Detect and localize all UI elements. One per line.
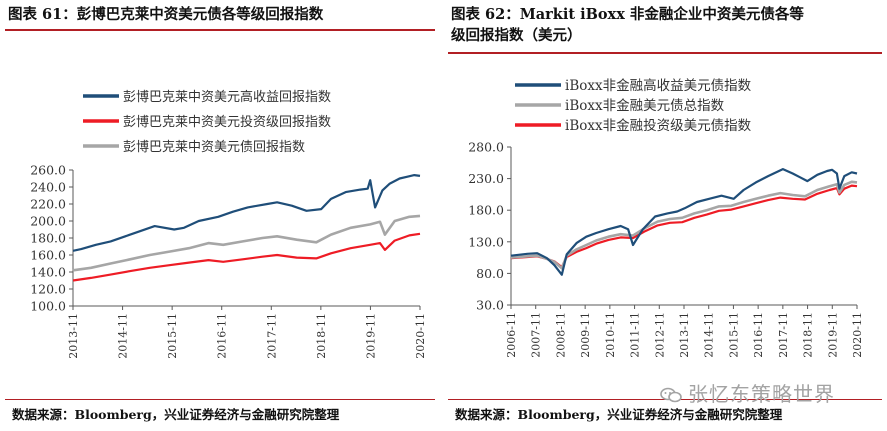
left-chart-legend-label: 彭博巴克莱中资美元高收益回报指数 bbox=[123, 89, 331, 105]
right-title-rule bbox=[448, 52, 882, 54]
right-chart-y-tick-label: 180.0 bbox=[468, 203, 504, 218]
left-chart-y-tick-label: 220.0 bbox=[30, 197, 66, 212]
right-chart-series-line bbox=[510, 168, 858, 276]
left-title-rule bbox=[5, 29, 435, 31]
right-chart-y-tick-label: 130.0 bbox=[468, 234, 504, 249]
left-chart-legend-label: 彭博巴克莱中资美元债回报指数 bbox=[123, 140, 305, 155]
wechat-icon bbox=[660, 384, 682, 403]
left-source-rule bbox=[5, 399, 435, 400]
left-chart-y-tick-label: 120.0 bbox=[30, 282, 66, 297]
right-chart-legend-label: iBoxx非金融美元债总指数 bbox=[565, 98, 725, 114]
left-chart-series-line bbox=[72, 174, 421, 252]
left-chart-x-tick-label: 2020-11 bbox=[414, 313, 427, 359]
watermark-text: 张忆东策略世界 bbox=[688, 382, 835, 406]
left-chart-y-tick-label: 260.0 bbox=[30, 163, 66, 178]
right-chart-x-tick-label: 2020-11 bbox=[851, 312, 864, 358]
right-chart-x-tick-label: 2014-11 bbox=[703, 312, 716, 358]
right-chart-series-line bbox=[510, 184, 858, 269]
left-chart-y-tick-label: 140.0 bbox=[30, 265, 66, 280]
right-chart-x-tick-label: 2010-11 bbox=[604, 312, 617, 358]
left-chart: 260.0 240.0 220.0 200.0 180.0 160.0 140.0 120.0… bbox=[30, 89, 427, 359]
right-chart-y-tick-label: 280.0 bbox=[468, 140, 504, 155]
left-source-note: 数据来源：Bloomberg，兴业证券经济与金融研究院整理 bbox=[12, 407, 340, 422]
right-source-note: 数据来源：Bloomberg，兴业证券经济与金融研究院整理 bbox=[455, 407, 783, 422]
right-chart-x-tick-label: 2013-11 bbox=[678, 312, 691, 358]
left-chart-y-tick-label: 180.0 bbox=[30, 231, 66, 246]
left-chart-x-tick-label: 2016-11 bbox=[216, 313, 229, 359]
left-chart-series-line bbox=[72, 214, 421, 272]
right-chart-x-tick-label: 2008-11 bbox=[554, 312, 567, 358]
right-chart-x-tick-label: 2012-11 bbox=[653, 312, 666, 358]
watermark: 张忆东策略世界 bbox=[660, 378, 835, 407]
right-figure-title-line-2: 级回报指数（美元） bbox=[451, 27, 582, 44]
right-chart-y-tick-label: 230.0 bbox=[468, 171, 504, 186]
right-chart-y-tick-label: 80.0 bbox=[476, 266, 504, 281]
right-chart-x-tick-label: 2009-11 bbox=[579, 312, 592, 358]
right-chart-legend-label: iBoxx非金融投资级美元债指数 bbox=[565, 118, 752, 134]
right-chart-legend-label: iBoxx非金融高收益美元债指数 bbox=[565, 77, 752, 94]
right-chart-x-tick-label: 2018-11 bbox=[802, 312, 815, 358]
left-chart-legend-label: 彭博巴克莱中资美元投资级回报指数 bbox=[123, 114, 331, 130]
right-chart-x-tick-label: 2011-11 bbox=[629, 312, 642, 358]
left-figure-title: 图表 61：彭博巴克莱中资美元债各等级回报指数 bbox=[8, 6, 324, 23]
left-figure: 图表 61：彭博巴克莱中资美元债各等级回报指数 260.0 240.0 220.0 2… bbox=[0, 0, 443, 431]
left-chart-x-tick-label: 2018-11 bbox=[315, 313, 328, 359]
right-figure-title-line-1: 图表 62：Markit iBoxx 非金融企业中资美元债各等 bbox=[451, 6, 804, 23]
right-chart-y-tick-label: 30.0 bbox=[476, 298, 504, 313]
left-chart-series-line bbox=[72, 232, 421, 282]
left-chart-y-tick-label: 200.0 bbox=[30, 214, 66, 229]
right-chart-x-tick-label: 2019-11 bbox=[826, 312, 839, 358]
left-chart-x-tick-label: 2015-11 bbox=[166, 313, 179, 359]
right-chart-x-tick-label: 2007-11 bbox=[530, 312, 543, 358]
left-chart-x-tick-label: 2014-11 bbox=[117, 313, 130, 359]
right-chart-x-tick-label: 2016-11 bbox=[752, 312, 765, 358]
right-figure: 图表 62：Markit iBoxx 非金融企业中资美元债各等 级回报指数（美元… bbox=[443, 0, 887, 431]
left-chart-x-tick-label: 2019-11 bbox=[364, 313, 377, 359]
right-chart-x-tick-label: 2015-11 bbox=[727, 312, 740, 358]
right-chart-x-tick-label: 2017-11 bbox=[777, 312, 790, 358]
left-chart-y-tick-label: 240.0 bbox=[30, 180, 66, 195]
left-chart-x-tick-label: 2013-11 bbox=[67, 313, 80, 359]
right-chart-series-line bbox=[510, 180, 858, 270]
left-chart-x-tick-label: 2017-11 bbox=[265, 313, 278, 359]
left-chart-y-tick-label: 160.0 bbox=[30, 248, 66, 263]
right-chart-x-tick-label: 2006-11 bbox=[505, 312, 518, 358]
left-chart-y-tick-label: 100.0 bbox=[30, 299, 66, 314]
